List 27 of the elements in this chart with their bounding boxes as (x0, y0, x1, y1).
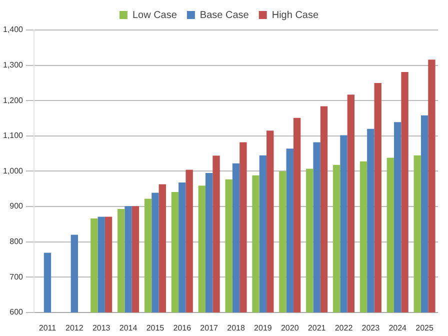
legend-label: Low Case (132, 10, 178, 21)
x-tick-label: 2022 (334, 323, 354, 332)
x-tick-label: 2011 (38, 323, 57, 332)
y-tick-label: 700 (10, 272, 24, 282)
x-tick-label: 2024 (388, 323, 408, 332)
y-tick-label: 1,100 (2, 131, 24, 140)
x-tick-label: 2018 (227, 323, 246, 332)
x-tick-label: 2020 (280, 323, 300, 332)
x-tick-label: 2013 (92, 323, 111, 332)
legend-label: High Case (272, 10, 319, 21)
y-tick-label: 900 (10, 202, 24, 211)
y-tick-label: 1,400 (2, 25, 24, 34)
y-tick-label: 1,300 (2, 60, 24, 70)
x-tick-label: 2025 (416, 323, 434, 332)
x-tick-label: 2017 (200, 323, 219, 332)
y-tick-label: 600 (10, 308, 24, 317)
x-tick-label: 2019 (254, 323, 272, 332)
y-tick-label: 800 (10, 237, 24, 246)
x-tick-label: 2014 (119, 323, 138, 332)
x-tick-label: 2023 (362, 323, 380, 332)
y-tick-label: 1,000 (2, 166, 24, 176)
y-tick-label: 1,200 (2, 96, 24, 105)
x-tick-label: 2016 (173, 323, 192, 332)
x-tick-label: 2021 (308, 323, 326, 332)
x-tick-label: 2012 (66, 323, 84, 332)
x-tick-label: 2015 (146, 323, 165, 332)
legend-label: Base Case (200, 10, 250, 21)
